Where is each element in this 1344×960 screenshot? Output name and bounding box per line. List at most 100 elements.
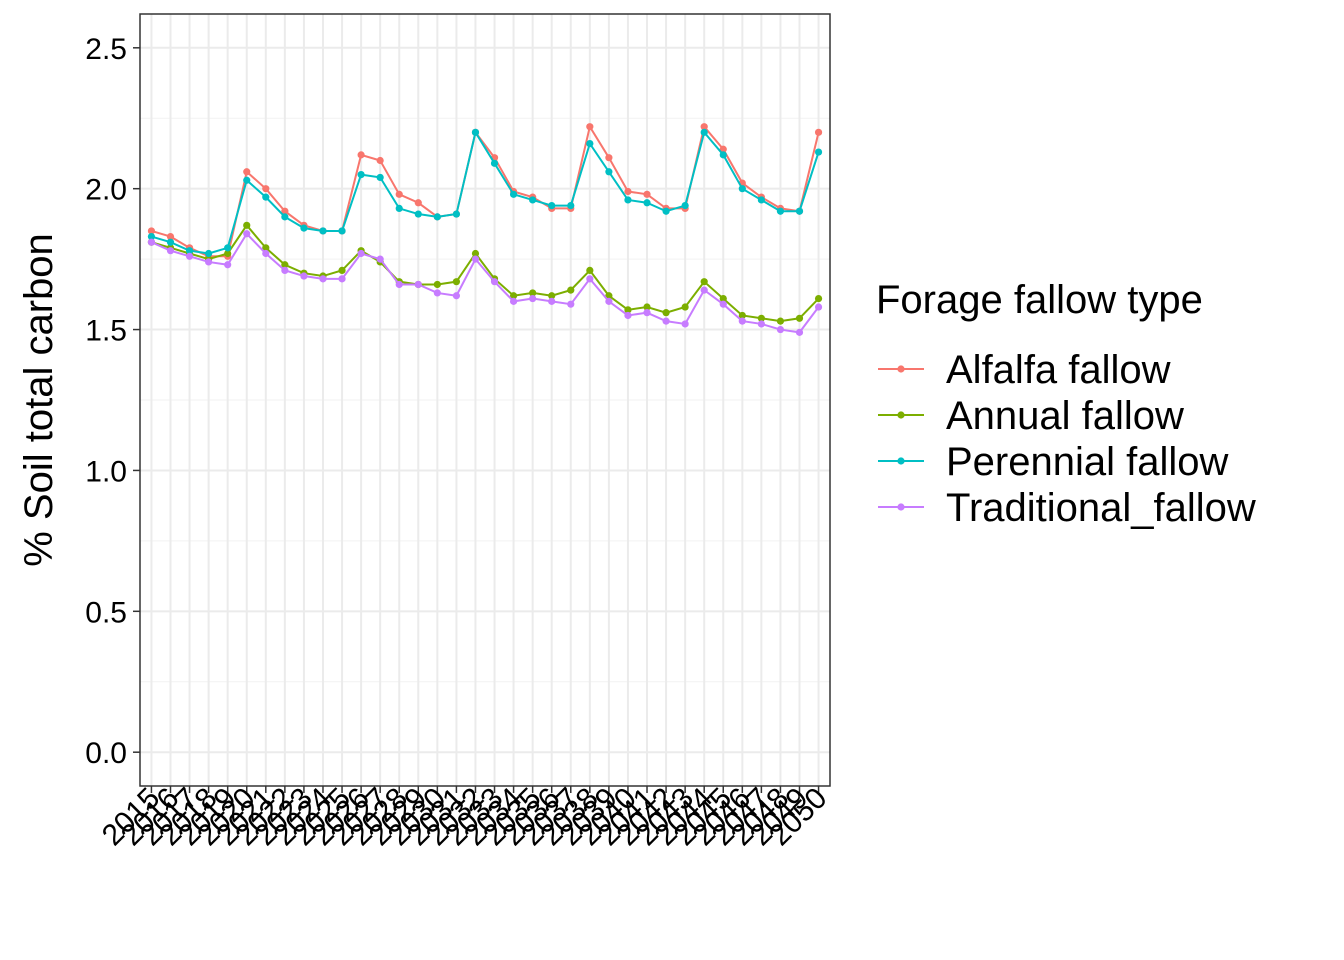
data-point [357,249,365,258]
data-point [719,300,727,308]
data-point [452,292,461,300]
data-point [795,207,804,215]
data-point [681,201,689,210]
data-point [662,317,670,325]
data-point [509,297,518,305]
data-point [338,227,346,235]
data-point [586,266,594,274]
data-point [776,325,785,334]
data-point [185,247,194,255]
data-point [719,151,727,159]
y-axis-title: % Soil total carbon [17,233,61,567]
data-point [624,196,632,204]
legend-item: Traditional_fallow [878,486,1256,530]
data-point [243,221,251,229]
y-tick-label: 2.0 [85,174,127,207]
data-point [147,238,156,246]
data-point [376,173,384,182]
data-point [357,151,365,159]
y-tick-label: 0.5 [85,596,127,629]
legend-label: Alfalfa fallow [946,348,1171,392]
data-point [643,199,651,207]
axes: 0.00.51.01.52.02.52015201620172018201920… [85,33,833,852]
data-point [452,210,461,218]
data-point [338,275,346,283]
data-point [681,320,689,328]
data-point [433,213,441,221]
series-line [151,232,820,334]
data-point [548,201,556,210]
data-point [529,196,537,204]
legend: Forage fallow type Alfalfa fallowAnnual … [876,278,1256,530]
data-point [262,193,270,201]
data-point [757,196,765,204]
data-point [700,128,708,136]
data-point [700,278,708,286]
data-point [738,185,746,193]
legend-item: Annual fallow [878,394,1184,438]
data-point [548,292,556,300]
data-point [205,249,213,258]
data-point [147,227,156,235]
series-layer [147,123,823,336]
data-point [624,306,632,314]
data-point [548,297,556,305]
data-point [452,278,461,286]
data-point [529,289,537,297]
plot-panel-border [139,13,831,787]
data-point [281,266,289,274]
data-point [529,294,537,303]
data-point [719,145,727,153]
data-point [490,278,499,286]
data-point [662,207,670,215]
data-point [471,255,480,263]
data-point [624,187,632,196]
data-point [224,244,232,252]
data-point [166,232,175,241]
data-point [471,249,480,258]
data-point [376,156,384,165]
data-point [433,280,441,289]
data-point [605,292,613,300]
data-point [567,201,575,210]
data-point [224,249,232,258]
data-point [357,170,365,179]
data-point [262,249,270,258]
legend-key-point [897,365,905,373]
y-tick-label: 2.5 [85,33,127,66]
data-point [414,210,422,218]
data-point [300,224,308,232]
data-point [662,309,670,317]
data-point [643,309,651,317]
data-point [147,232,156,241]
data-point [757,320,765,328]
legend-key-point [897,503,905,511]
data-point [795,328,804,336]
data-point [471,128,480,136]
data-point [624,311,632,320]
data-point [224,261,232,269]
data-point [567,300,575,308]
data-point [490,159,499,167]
data-point [243,168,251,176]
data-point [376,255,384,263]
data-point [319,227,327,235]
data-point [166,247,175,255]
data-point [700,123,708,131]
data-point [509,190,518,198]
data-point [814,128,823,136]
legend-item: Perennial fallow [878,440,1228,484]
data-point [509,292,518,300]
y-tick-label: 1.5 [85,315,127,348]
data-point [338,266,346,274]
data-point [643,303,651,311]
data-point [300,272,308,280]
data-point [605,297,613,305]
legend-item: Alfalfa fallow [878,348,1171,392]
data-point [586,140,594,148]
data-point [776,317,785,325]
legend-label: Perennial fallow [946,440,1228,484]
data-point [205,258,213,266]
data-point [700,286,708,294]
